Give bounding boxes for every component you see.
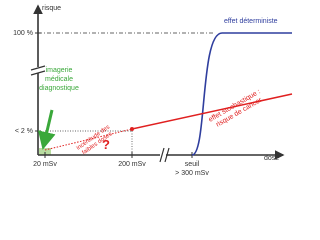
- x-tick-label: seuil: [185, 161, 200, 168]
- deterministic-label: effet déterministe: [224, 18, 278, 25]
- imaging-arrow: [37, 109, 56, 150]
- deterministic-curve: [191, 32, 292, 156]
- risk-diagram: risque dose 100 % < 2 % 20 mSv 200 mSv s…: [13, 4, 293, 177]
- ticks: [35, 32, 193, 158]
- axis-breaks: [30, 65, 170, 163]
- imaging-label: diagnostique: [39, 85, 79, 92]
- x-tick-label: > 300 mSv: [175, 170, 209, 177]
- stochastic-line: [131, 93, 293, 130]
- page: {"axes": {"y_label": "risque", "x_label"…: [13, 4, 293, 177]
- y-tick-label: 100 %: [13, 30, 33, 37]
- imaging-label: imagerie: [46, 67, 73, 74]
- question-mark: ?: [102, 137, 110, 152]
- imaging-label: médicale: [45, 76, 73, 83]
- y-tick-label: < 2 %: [15, 128, 33, 135]
- x-label: dose: [264, 155, 279, 162]
- origin-zone: [39, 148, 51, 155]
- x-tick-label: 200 mSv: [118, 161, 146, 168]
- x-tick-label: 20 mSv: [33, 161, 57, 168]
- y-label: risque: [42, 5, 61, 12]
- point: [130, 127, 134, 131]
